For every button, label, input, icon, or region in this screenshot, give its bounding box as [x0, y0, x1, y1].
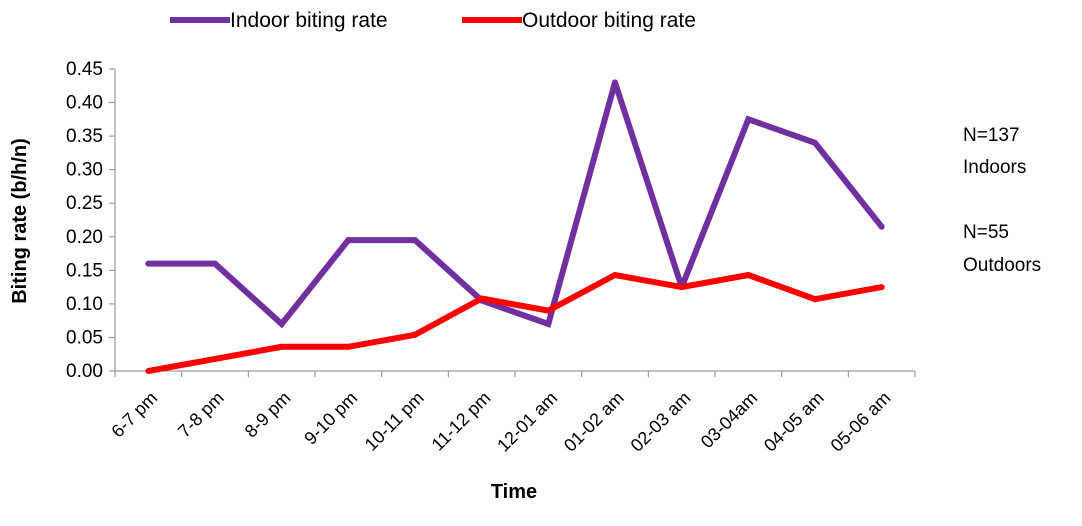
- data-point-indoor: [745, 116, 752, 123]
- data-point-indoor: [145, 260, 152, 267]
- x-tick-label: 11-12 pm: [428, 388, 495, 455]
- x-tick-label: 01-02 am: [560, 388, 628, 456]
- data-point-outdoor: [278, 343, 285, 350]
- y-tick-label: 0.00: [66, 361, 103, 382]
- x-tick-label: 6-7 pm: [107, 388, 161, 442]
- x-tick-label: 04-05 am: [760, 388, 828, 456]
- y-axis: 0.00 0.05 0.10 0.15 0.20 0.25 0.30 0.35 0.40 0.45: [66, 59, 116, 382]
- data-point-indoor: [545, 321, 552, 328]
- data-point-outdoor: [212, 355, 218, 362]
- y-tick-label: 0.35: [66, 126, 103, 147]
- x-tick-label: 12-01 am: [493, 388, 561, 456]
- data-point-indoor: [345, 237, 352, 244]
- y-tick-label: 0.20: [66, 227, 103, 248]
- data-point-outdoor: [478, 295, 485, 302]
- x-axis: 6-7 pm 7-8 pm 8-9 pm 9-10 pm 10-11 pm 11-12 p…: [107, 370, 916, 456]
- data-point-outdoor: [745, 272, 752, 279]
- annotation-indoor-n: N=137: [963, 125, 1020, 146]
- data-point-indoor: [278, 321, 285, 328]
- x-axis-title: Time: [491, 481, 537, 503]
- x-tick-label: 02-03 am: [627, 388, 695, 456]
- y-tick-label: 0.15: [66, 260, 103, 281]
- data-point-indoor: [612, 79, 618, 86]
- annotation-outdoor-n: N=55: [963, 222, 1009, 243]
- data-point-indoor: [812, 139, 818, 146]
- x-tick-label: 9-10 pm: [300, 388, 361, 449]
- data-point-indoor: [212, 260, 218, 267]
- data-point-outdoor: [612, 272, 618, 279]
- series-line-indoor: [148, 81, 885, 329]
- data-point-indoor: [412, 237, 418, 244]
- annotation-indoor-label: Indoors: [963, 157, 1026, 178]
- y-tick-label: 0.40: [66, 93, 103, 114]
- data-point-outdoor: [878, 284, 885, 291]
- x-tick-label: 7-8 pm: [174, 388, 228, 442]
- legend: Indoor biting rate Outdoor biting rate: [170, 9, 696, 32]
- y-tick-label: 0.05: [66, 327, 103, 348]
- y-tick-label: 0.25: [66, 193, 103, 214]
- legend-label-indoor: Indoor biting rate: [230, 9, 388, 32]
- data-point-indoor: [878, 223, 885, 230]
- legend-label-outdoor: Outdoor biting rate: [522, 9, 696, 32]
- data-point-outdoor: [812, 296, 818, 303]
- data-point-outdoor: [412, 331, 418, 338]
- data-point-outdoor: [345, 343, 352, 350]
- data-point-outdoor: [545, 307, 552, 314]
- x-tick-label: 8-9 pm: [241, 388, 295, 442]
- annotation-outdoor-label: Outdoors: [963, 255, 1041, 276]
- series-line-outdoor: [147, 271, 883, 374]
- data-point-outdoor: [145, 368, 152, 374]
- y-tick-label: 0.10: [66, 294, 103, 315]
- y-axis-title: Biting rate (b/h/n): [9, 138, 31, 304]
- x-tick-label: 05-06 am: [827, 388, 895, 456]
- y-tick-label: 0.30: [66, 160, 103, 181]
- x-tick-label: 10-11 pm: [361, 388, 428, 455]
- data-point-outdoor: [678, 284, 685, 291]
- series-layer: [145, 79, 885, 374]
- x-tick-label: 03-04am: [697, 388, 761, 452]
- y-tick-label: 0.45: [66, 59, 103, 80]
